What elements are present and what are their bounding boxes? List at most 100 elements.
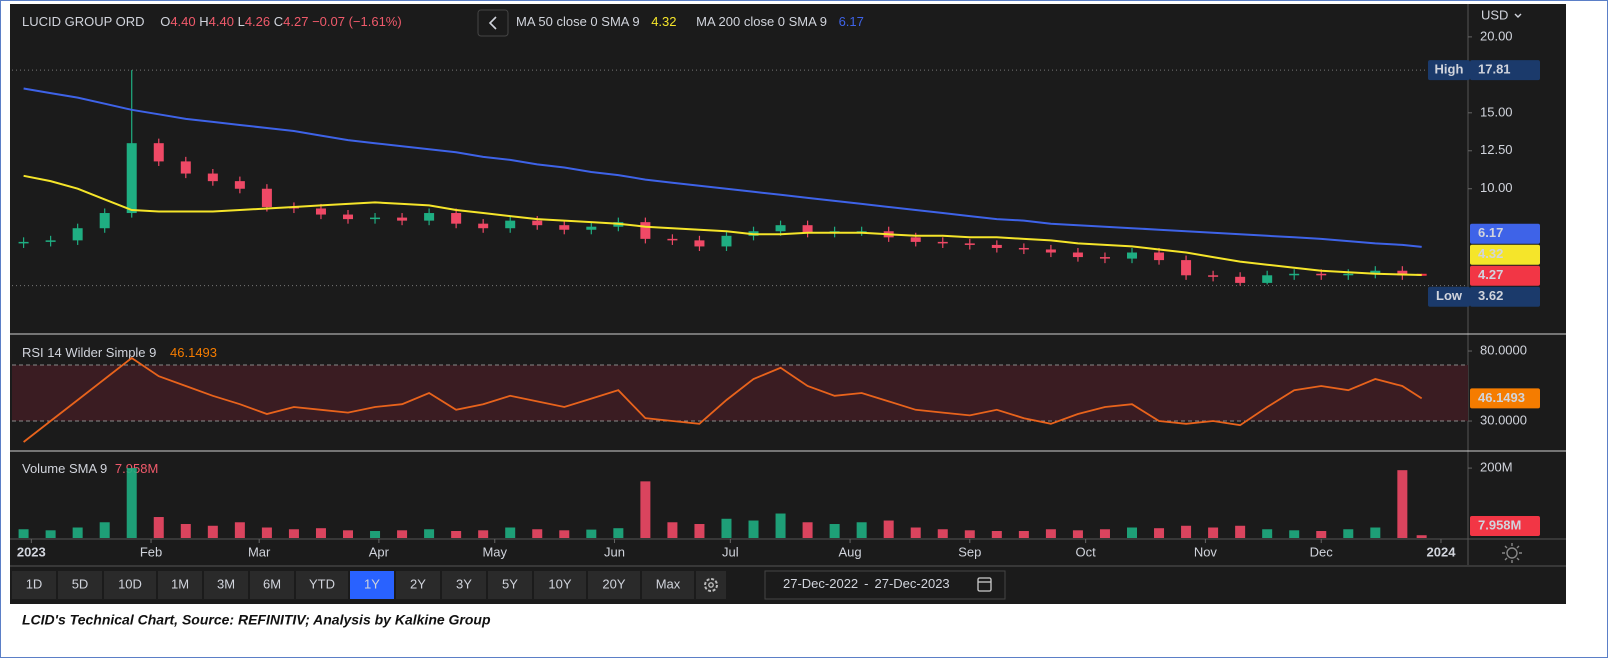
range-button[interactable] (158, 571, 202, 599)
range-button-label[interactable]: 3Y (456, 576, 472, 591)
range-button[interactable] (588, 571, 640, 599)
extreme-value-bg (1470, 286, 1540, 307)
volume-bar (910, 527, 921, 538)
volume-bar (1235, 525, 1246, 538)
range-button-label[interactable]: Max (656, 576, 681, 591)
range-button[interactable] (250, 571, 294, 599)
volume-bar (829, 524, 840, 538)
volume-bar (667, 522, 678, 538)
rsi-tag-bg (1470, 388, 1540, 409)
volume-bar (1154, 528, 1165, 538)
range-button-label[interactable]: 3M (217, 576, 235, 591)
x-tick-label: Jul (722, 544, 739, 559)
y-tick-label: 20.00 (1480, 28, 1513, 43)
extreme-value-bg (1470, 60, 1540, 81)
range-button-label[interactable]: 20Y (602, 576, 625, 591)
range-button[interactable] (58, 571, 102, 599)
volume-bar (180, 524, 191, 538)
ma50-name: MA 50 close 0 SMA 9 (516, 14, 640, 29)
extreme-label-bg (1428, 286, 1470, 307)
range-button-label[interactable]: 2Y (410, 576, 426, 591)
range-button-label[interactable]: 1Y (364, 576, 380, 591)
volume-bar (45, 530, 56, 538)
range-button-label[interactable]: 5Y (502, 576, 518, 591)
price-tag: 4.27 (1478, 267, 1503, 282)
x-tick-label: Feb (140, 544, 162, 559)
candle-body (1235, 276, 1246, 283)
settings-icon[interactable] (1502, 543, 1522, 563)
range-button[interactable] (534, 571, 586, 599)
candle-body (640, 222, 651, 239)
candle-body (1154, 252, 1165, 261)
extreme-label: Low (1436, 288, 1463, 303)
date-range-text: 27-Dec-2022-27-Dec-2023 (783, 576, 950, 591)
candle-body (72, 228, 83, 241)
price-tag: 4.32 (1478, 246, 1503, 261)
volume-bar (424, 529, 435, 538)
candle-body (1289, 273, 1300, 276)
volume-bar (1416, 535, 1427, 538)
candle-body (910, 237, 921, 242)
y-tick-label: 10.00 (1480, 180, 1513, 195)
ma200-name: MA 200 close 0 SMA 9 (696, 14, 827, 29)
volume-bar (586, 529, 597, 538)
candle-body (964, 243, 975, 245)
candle-body (315, 208, 326, 215)
gear-icon (708, 582, 714, 588)
rsi-value: 46.1493 (170, 345, 217, 360)
range-button[interactable] (488, 571, 532, 599)
currency-chevron (1514, 13, 1522, 18)
range-button-label[interactable]: YTD (309, 576, 335, 591)
candle-body (1127, 252, 1137, 259)
volume-bar (315, 528, 326, 538)
volume-bar (1370, 527, 1381, 538)
volume-bar (559, 530, 570, 538)
volume-bar (1099, 529, 1110, 538)
candle-body (532, 220, 543, 226)
range-button-label[interactable]: 10D (118, 576, 142, 591)
range-button-label[interactable]: 1D (26, 576, 43, 591)
price-tag-bg (1470, 223, 1540, 244)
volume-bar (532, 529, 543, 538)
candle-body (1316, 273, 1327, 276)
range-button-label[interactable]: 6M (263, 576, 281, 591)
candle-body (1072, 252, 1083, 258)
x-tick-label: Aug (838, 544, 861, 559)
range-button[interactable] (642, 571, 694, 599)
range-button[interactable] (104, 571, 156, 599)
range-button[interactable] (296, 571, 348, 599)
currency[interactable]: USD (1481, 7, 1508, 22)
range-button-label[interactable]: 10Y (548, 576, 571, 591)
price-tag-bg (1470, 265, 1540, 286)
x-tick-label: Dec (1310, 544, 1334, 559)
ohlc-value: 4.26 (245, 14, 270, 29)
range-button[interactable] (350, 571, 394, 599)
candle-body (99, 213, 110, 229)
range-button-label[interactable]: 1M (171, 576, 189, 591)
ohlc-value: 4.40 (209, 14, 234, 29)
volume-bar (1397, 470, 1408, 538)
volume-bar (1289, 530, 1300, 538)
volume-bar (505, 527, 516, 538)
x-tick-label: Nov (1194, 544, 1218, 559)
candle-body (1099, 257, 1110, 259)
range-button[interactable] (442, 571, 486, 599)
collapse-button[interactable] (477, 9, 509, 37)
range-button[interactable] (396, 571, 440, 599)
volume-bar (1181, 525, 1192, 538)
candle-body (775, 225, 786, 232)
extreme-label: High (1435, 62, 1464, 77)
volume-tag: 7.958M (1478, 517, 1521, 532)
range-button-label[interactable]: 5D (72, 576, 89, 591)
volume-bar (451, 531, 462, 538)
date-range[interactable] (764, 570, 1006, 600)
rsi-name: RSI 14 Wilder Simple 9 (22, 345, 156, 360)
volume-legend: Volume SMA 9 7.958M (22, 461, 158, 476)
volume-bar (207, 525, 218, 538)
x-tick-label: Sep (958, 544, 981, 559)
chart-settings-button[interactable] (696, 571, 726, 599)
range-button[interactable] (204, 571, 248, 599)
icon-part (1506, 547, 1518, 559)
range-button[interactable] (12, 571, 56, 599)
